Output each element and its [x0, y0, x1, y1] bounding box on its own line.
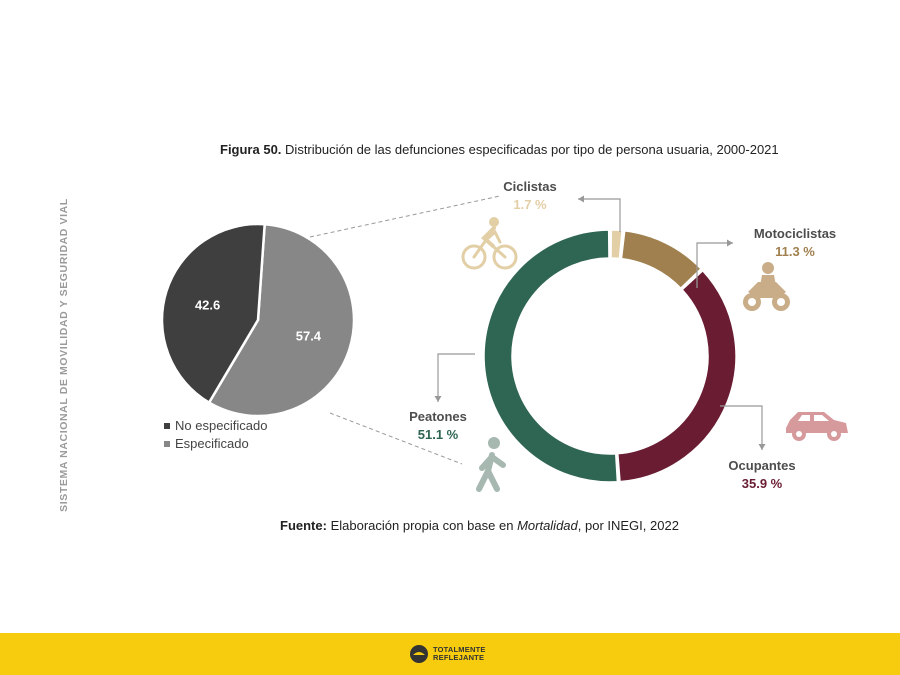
callout-arrow-ciclistas	[578, 198, 621, 232]
donut-slice-ciclistas	[610, 229, 623, 260]
callout-arrowhead-ocupantes	[758, 444, 766, 450]
donut-slice-peatones	[483, 229, 619, 483]
pedestrian-icon	[476, 437, 506, 492]
logo-icon	[410, 645, 428, 663]
source-text: Elaboración propia con base en	[330, 518, 514, 533]
figure-title-text: Distribución de las defunciones especifi…	[285, 142, 779, 157]
footer-logo: TOTALMENTE REFLEJANTE	[409, 644, 486, 664]
pie-chart: 57.4 42.6	[160, 222, 356, 418]
connector-lines	[309, 195, 501, 465]
figure-title: Figura 50. Distribución de las defuncion…	[220, 142, 779, 157]
footer-bar: TOTALMENTE REFLEJANTE	[0, 633, 900, 675]
legend-swatch-especificado	[164, 441, 170, 447]
figure-label: Figura 50.	[220, 142, 282, 157]
car-icon	[786, 412, 848, 441]
callout-value-motociclistas: 11.3 %	[775, 244, 815, 259]
pie-label-especificado: 57.4	[296, 329, 322, 344]
source-note: Fuente: Elaboración propia con base en M…	[280, 518, 679, 533]
callout-arrowhead-peatones	[434, 396, 442, 402]
logo-line2: REFLEJANTE	[433, 653, 485, 662]
callout-label-peatones: Peatones	[409, 409, 467, 424]
pie-label-no-especificado: 42.6	[195, 297, 220, 312]
donut-callouts: Ciclistas 1.7 % Motociclistas 11.3 % Ocupant…	[409, 179, 836, 491]
pie-slice-especificado	[207, 222, 356, 418]
legend-swatch-no-especificado	[164, 423, 170, 429]
callout-value-ciclistas: 1.7 %	[513, 197, 547, 212]
pie-slice-no-especificado	[160, 222, 267, 405]
source-label: Fuente:	[280, 518, 327, 533]
callout-value-peatones: 51.1 %	[418, 427, 459, 442]
callout-arrowhead-motociclistas	[727, 239, 733, 247]
connector-line	[309, 195, 501, 238]
callout-value-ocupantes: 35.9 %	[742, 476, 783, 491]
callout-arrow-peatones	[437, 353, 475, 402]
source-text-after: , por INEGI, 2022	[577, 518, 679, 533]
callout-label-motociclistas: Motociclistas	[754, 226, 836, 241]
legend-label-especificado: Especificado	[175, 436, 249, 451]
donut-slice-ocupantes	[616, 269, 737, 483]
pie-legend: No especificado Especificado	[164, 418, 268, 451]
legend-label-no-especificado: No especificado	[175, 418, 268, 433]
bicycle-icon	[461, 217, 518, 270]
source-italic: Mortalidad	[517, 518, 578, 533]
donut-chart	[483, 229, 737, 483]
donut-slice-motociclistas	[620, 230, 703, 290]
callout-label-ocupantes: Ocupantes	[728, 458, 795, 473]
logo-line1: TOTALMENTE	[433, 645, 486, 654]
callout-arrowhead-ciclistas	[578, 195, 584, 203]
callout-arrow-ocupantes	[720, 405, 763, 450]
connector-line	[329, 412, 463, 465]
callout-label-ciclistas: Ciclistas	[503, 179, 556, 194]
motorcycle-icon	[743, 262, 790, 311]
callout-arrow-motociclistas	[696, 242, 733, 288]
